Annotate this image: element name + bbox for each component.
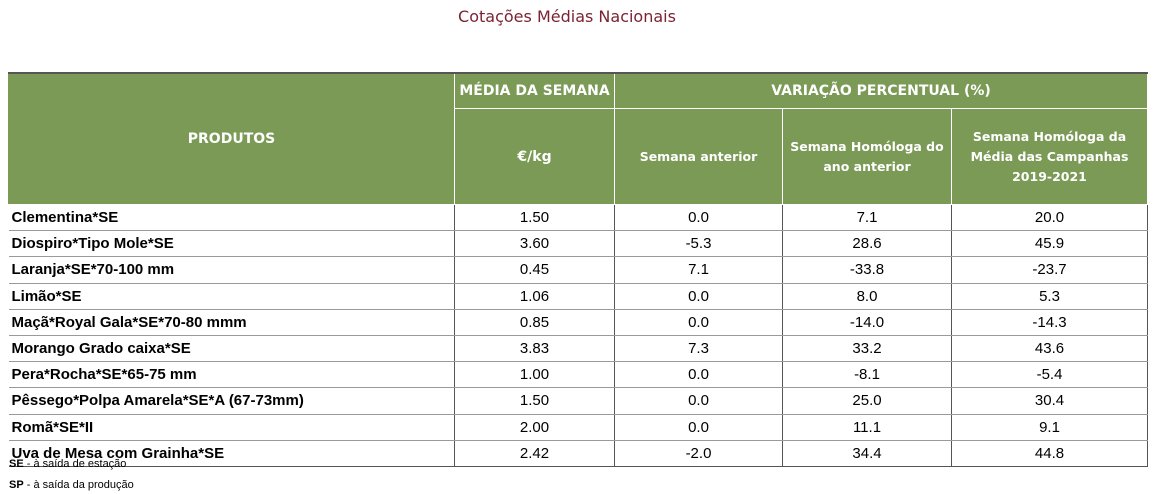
cell-homologa: 28.6 — [782, 230, 952, 258]
cell-media: 3.60 — [454, 230, 615, 258]
table-row: Romã*SE*II 2.00 0.0 11.1 9.1 — [8, 414, 1149, 441]
cell-anterior: 0.0 — [614, 204, 783, 232]
cell-campanhas: 20.0 — [950, 204, 1149, 232]
table-row: Uva de Mesa com Grainha*SE 2.42 -2.0 34.4 44… — [8, 440, 1149, 467]
cell-produto: Pêssego*Polpa Amarela*SE*A (67-73mm) — [8, 387, 455, 415]
cell-produto: Limão*SE — [8, 283, 455, 310]
cell-media: 3.83 — [454, 335, 615, 363]
cell-campanhas: -14.3 — [950, 309, 1149, 336]
cell-homologa: -33.8 — [782, 256, 952, 284]
cell-anterior: -2.0 — [614, 440, 783, 467]
cell-campanhas: 44.8 — [950, 440, 1149, 467]
cell-homologa: -14.0 — [782, 309, 952, 336]
cell-campanhas: 30.4 — [950, 387, 1149, 415]
header-semana-homologa: Semana Homóloga do ano anterior — [782, 108, 952, 205]
cell-campanhas: -23.7 — [950, 256, 1149, 284]
header-semana-anterior: Semana anterior — [614, 108, 783, 205]
cell-campanhas: 9.1 — [950, 414, 1149, 441]
footnote-sp: SP - à saída da produção — [9, 479, 134, 491]
cell-homologa: 11.1 — [782, 414, 952, 441]
cell-anterior: 0.0 — [614, 283, 783, 310]
cell-campanhas: -5.4 — [950, 361, 1149, 389]
footnote-se: SE - à saída de estação — [9, 458, 127, 470]
table-row: Morango Grado caixa*SE 3.83 7.3 33.2 43.6 — [8, 335, 1149, 363]
cell-media: 1.06 — [454, 283, 615, 310]
cell-anterior: -5.3 — [614, 230, 783, 258]
header-variacao-percentual: VARIAÇÃO PERCENTUAL (%) — [613, 72, 1149, 109]
cell-anterior: 7.3 — [614, 335, 783, 363]
prices-table: PRODUTOS MÉDIA DA SEMANA VARIAÇÃO PERCEN… — [8, 72, 1149, 467]
cell-campanhas: 43.6 — [950, 335, 1149, 363]
cell-anterior: 0.0 — [614, 309, 783, 336]
cell-homologa: 25.0 — [782, 387, 952, 415]
cell-homologa: 8.0 — [782, 283, 952, 310]
header-media-semana: MÉDIA DA SEMANA — [454, 72, 615, 109]
page-title: Cotações Médias Nacionais — [458, 7, 676, 26]
table-row: Diospiro*Tipo Mole*SE 3.60 -5.3 28.6 45.9 — [8, 230, 1149, 258]
table-row: Limão*SE 1.06 0.0 8.0 5.3 — [8, 283, 1149, 310]
cell-produto: Laranja*SE*70-100 mm — [8, 256, 455, 284]
table-row: Maçã*Royal Gala*SE*70-80 mmm 0.85 0.0 -14.0… — [8, 309, 1149, 336]
cell-anterior: 0.0 — [614, 361, 783, 389]
cell-media: 1.50 — [454, 387, 615, 415]
cell-produto: Clementina*SE — [8, 204, 455, 232]
cell-produto: Morango Grado caixa*SE — [8, 335, 455, 363]
cell-produto: Uva de Mesa com Grainha*SE — [8, 440, 455, 467]
header-unit: €/kg — [454, 108, 615, 205]
cell-campanhas: 45.9 — [950, 230, 1149, 258]
table-row: Pêssego*Polpa Amarela*SE*A (67-73mm) 1.50… — [8, 387, 1149, 415]
cell-homologa: 33.2 — [782, 335, 952, 363]
cell-anterior: 0.0 — [614, 387, 783, 415]
cell-anterior: 0.0 — [614, 414, 783, 441]
cell-anterior: 7.1 — [614, 256, 783, 284]
table-row: Clementina*SE 1.50 0.0 7.1 20.0 — [8, 204, 1149, 232]
cell-media: 1.00 — [454, 361, 615, 389]
cell-homologa: -8.1 — [782, 361, 952, 389]
cell-homologa: 34.4 — [782, 440, 952, 467]
cell-produto: Romã*SE*II — [8, 414, 455, 441]
cell-produto: Diospiro*Tipo Mole*SE — [8, 230, 455, 258]
cell-media: 2.42 — [454, 440, 615, 467]
table-row: Pera*Rocha*SE*65-75 mm 1.00 0.0 -8.1 -5.4 — [8, 361, 1149, 389]
cell-media: 1.50 — [454, 204, 615, 232]
cell-media: 0.85 — [454, 309, 615, 336]
cell-campanhas: 5.3 — [950, 283, 1149, 310]
table-row: Laranja*SE*70-100 mm 0.45 7.1 -33.8 -23.7 — [8, 256, 1149, 284]
cell-produto: Pera*Rocha*SE*65-75 mm — [8, 361, 455, 389]
cell-produto: Maçã*Royal Gala*SE*70-80 mmm — [8, 309, 455, 336]
header-media-campanhas: Semana Homóloga da Média das Campanhas 2… — [950, 108, 1149, 205]
cell-media: 2.00 — [454, 414, 615, 441]
header-produtos: PRODUTOS — [8, 72, 455, 205]
cell-homologa: 7.1 — [782, 204, 952, 232]
cell-media: 0.45 — [454, 256, 615, 284]
